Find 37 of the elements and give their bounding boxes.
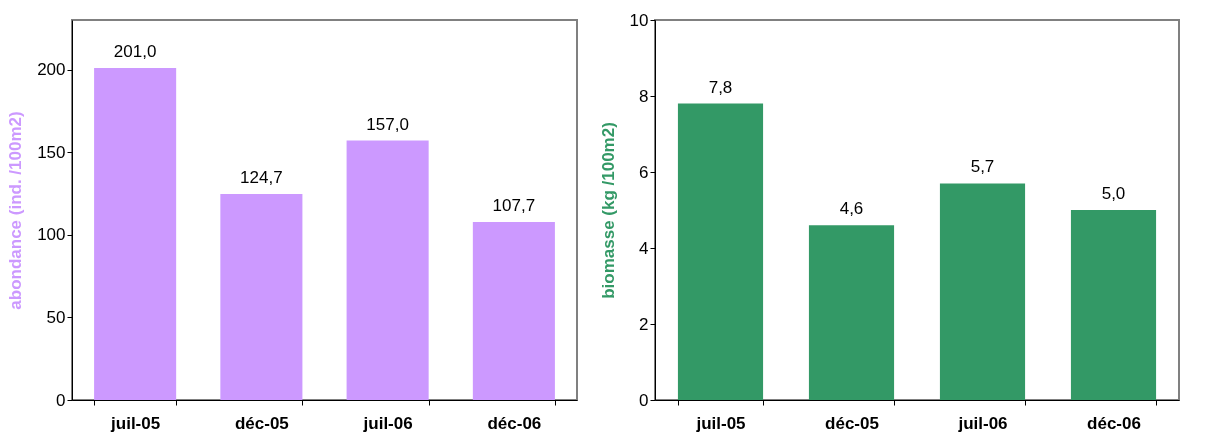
- x-tick-label: juil-06: [957, 413, 1008, 433]
- data-label: 107,7: [492, 196, 536, 216]
- bar: [939, 183, 1026, 400]
- data-label: 157,0: [366, 114, 409, 134]
- bar: [1070, 210, 1157, 400]
- x-tick-label: juil-05: [110, 413, 161, 433]
- y-tick-label: 8: [639, 86, 649, 106]
- data-label: 201,0: [113, 41, 157, 61]
- x-tick-label: juil-05: [695, 413, 746, 433]
- y-tick-label: 2: [639, 314, 649, 334]
- y-tick-label: 50: [46, 307, 66, 327]
- y-tick-label: 4: [639, 238, 649, 258]
- bar: [346, 140, 429, 400]
- data-label: 4,6: [839, 199, 864, 219]
- bar: [808, 225, 895, 400]
- bar: [677, 103, 764, 400]
- bar: [220, 193, 303, 400]
- data-label: 7,8: [708, 77, 733, 97]
- bar: [472, 222, 555, 400]
- x-tick-label: déc-06: [1087, 413, 1141, 433]
- bar: [94, 67, 177, 400]
- x-tick-label: déc-06: [487, 413, 542, 433]
- y-tick-label: 0: [639, 390, 649, 410]
- x-tick-label: déc-05: [234, 413, 289, 433]
- data-label: 5,0: [1101, 184, 1126, 203]
- y-tick-label: 10: [629, 10, 649, 30]
- data-label: 5,7: [970, 157, 995, 177]
- x-tick-label: juil-06: [362, 413, 413, 433]
- y-tick-label: 200: [37, 60, 66, 80]
- y-tick-label: 6: [639, 162, 649, 182]
- x-tick-label: déc-05: [825, 413, 879, 433]
- y-axis-title: biomasse (kg /100m2): [598, 122, 618, 299]
- y-tick-label: 150: [37, 142, 66, 162]
- y-tick-label: 0: [56, 390, 66, 410]
- y-axis-title: abondance (ind. /100m2): [6, 111, 26, 310]
- data-label: 124,7: [240, 167, 283, 187]
- y-tick-label: 100: [37, 225, 66, 245]
